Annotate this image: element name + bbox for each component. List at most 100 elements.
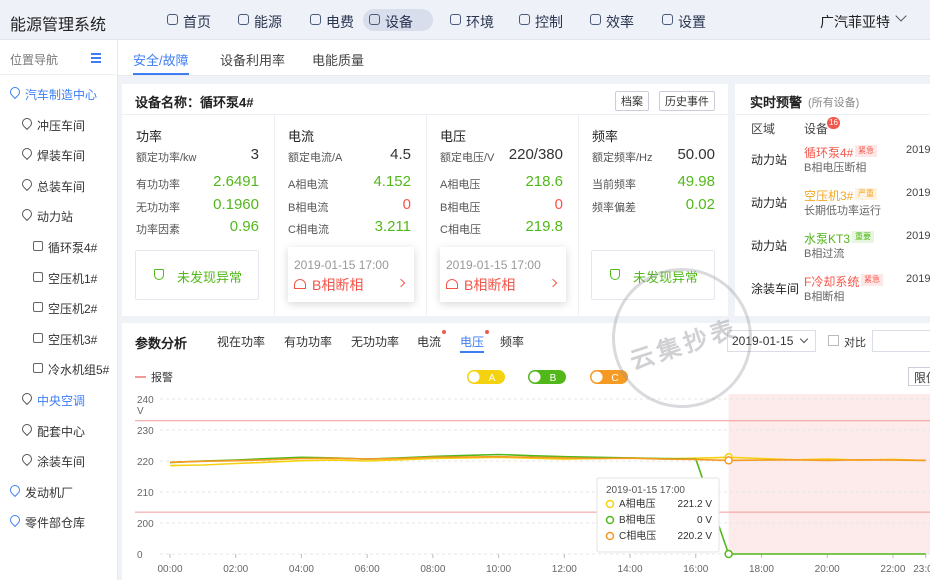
- level-tag: 严重: [855, 188, 877, 200]
- tree-item[interactable]: 配套中心: [37, 424, 86, 439]
- checkbox[interactable]: [828, 335, 839, 346]
- tree-item[interactable]: 空压机3#: [48, 332, 98, 347]
- nav-item[interactable]: 效率: [606, 14, 634, 30]
- tab[interactable]: 安全/故障: [133, 53, 189, 68]
- nav-icon: [590, 14, 601, 25]
- status-icon: [154, 269, 164, 280]
- card-title: 电压: [440, 129, 467, 144]
- sidebar-title: 位置导航: [10, 53, 59, 67]
- series-line: [169, 455, 926, 463]
- tooltip-dot: [605, 499, 615, 509]
- nav-icon: [167, 14, 178, 25]
- param-tab[interactable]: 电流: [417, 335, 442, 349]
- warning-time: 2019-01-15: [906, 144, 930, 156]
- analysis-title: 参数分析: [135, 336, 188, 351]
- nav-item[interactable]: 设备: [385, 14, 413, 30]
- rated-value: 3: [250, 146, 259, 163]
- panel-button[interactable]: 历史事件: [659, 91, 715, 111]
- card-divider: [578, 115, 579, 315]
- card-title: 功率: [136, 129, 163, 144]
- tab-underline: [460, 351, 484, 353]
- alarm-icon: [446, 279, 458, 289]
- nav-item[interactable]: 控制: [535, 14, 563, 30]
- date-picker[interactable]: [727, 330, 816, 352]
- alarm-text: B相断相: [312, 277, 364, 293]
- metric-label: A相电压: [440, 179, 481, 191]
- metric-value: 0: [554, 195, 563, 213]
- warning-device[interactable]: 水泵KT3: [804, 232, 851, 246]
- tooltip-dot: [605, 515, 615, 525]
- tree-item[interactable]: 涂装车间: [37, 455, 86, 470]
- nav-item[interactable]: 能源: [254, 14, 282, 30]
- metric-value: 0.02: [685, 195, 715, 213]
- tree-item[interactable]: 空压机1#: [48, 271, 98, 286]
- metric-label: 无功功率: [136, 201, 180, 214]
- warning-device[interactable]: F冷却系统: [804, 275, 860, 289]
- column-header: 区域: [751, 122, 776, 136]
- metric-label: C相电流: [288, 224, 329, 236]
- warning-desc: B相过流: [804, 248, 845, 260]
- tree-item[interactable]: 零件部仓库: [25, 516, 86, 531]
- tree-item[interactable]: 发动机厂: [25, 485, 74, 500]
- metric-label: 频率偏差: [592, 201, 636, 214]
- status-icon: [610, 269, 620, 280]
- legend-label: C: [611, 373, 618, 384]
- tree-item[interactable]: 焊装车间: [37, 149, 86, 164]
- param-tab[interactable]: 频率: [500, 335, 525, 349]
- tooltip-label: B相电压: [619, 513, 656, 526]
- warning-area: 动力站: [751, 239, 788, 253]
- tree-icon: [33, 302, 43, 313]
- compare-input[interactable]: [872, 330, 930, 352]
- tree-item[interactable]: 冷水机组5#: [48, 363, 110, 378]
- x-tick-label: 23:00: [913, 564, 930, 575]
- warning-subtitle: (所有设备): [808, 97, 860, 109]
- sidebar-menu-icon: [91, 61, 101, 63]
- tree-item[interactable]: 总装车间: [37, 179, 86, 194]
- alarm-icon: [294, 279, 306, 289]
- tab[interactable]: 设备利用率: [220, 53, 286, 68]
- nav-icon: [450, 14, 461, 25]
- warning-time: 2019-01-15: [906, 230, 930, 242]
- nav-item[interactable]: 设置: [678, 14, 706, 30]
- metric-label: 功率因素: [136, 224, 180, 236]
- warning-device[interactable]: 循环泵4#: [804, 146, 854, 160]
- card-divider: [426, 115, 427, 315]
- panel-button[interactable]: 档案: [615, 91, 649, 111]
- tree-item[interactable]: 动力站: [37, 210, 74, 225]
- param-tab[interactable]: 有功功率: [284, 335, 333, 349]
- nav-item[interactable]: 首页: [183, 14, 211, 30]
- alarm-box[interactable]: [440, 247, 566, 302]
- user-name[interactable]: 广汽菲亚特: [820, 14, 890, 30]
- metric-value: 0: [402, 195, 411, 213]
- nav-item[interactable]: 环境: [466, 14, 494, 30]
- tree-item[interactable]: 汽车制造中心: [25, 88, 98, 102]
- status-text: 未发现异常: [177, 270, 243, 285]
- metric-label: 有功功率: [136, 179, 180, 191]
- count-badge: 16: [827, 117, 840, 129]
- legend-knob: [529, 371, 541, 383]
- panel-divider: [122, 114, 728, 115]
- tree-item[interactable]: 冲压车间: [37, 118, 86, 133]
- metric-value: 4.152: [373, 173, 411, 190]
- param-tab[interactable]: 电压: [460, 335, 485, 349]
- x-tick-label: 14:00: [618, 564, 643, 575]
- param-tab[interactable]: 视在功率: [217, 335, 266, 349]
- tree-item[interactable]: 循环泵4#: [48, 241, 98, 255]
- warning-device[interactable]: 空压机3#: [804, 189, 854, 203]
- x-tick-label: 10:00: [486, 564, 511, 575]
- tree-icon: [33, 241, 43, 251]
- y-tick-label: 200: [137, 519, 154, 530]
- y-tick-label: 220: [137, 457, 154, 468]
- limit-button[interactable]: 限值: [908, 367, 930, 386]
- tree-item[interactable]: 空压机2#: [48, 302, 98, 317]
- device-title: 设备名称：循环泵4#: [135, 95, 254, 110]
- nav-icon: [519, 14, 530, 25]
- alarm-box[interactable]: [288, 247, 414, 302]
- warning-desc: 长期低功率运行: [804, 205, 881, 217]
- param-tab[interactable]: 无功功率: [351, 335, 400, 349]
- nav-item[interactable]: 电费: [326, 14, 354, 30]
- tree-item[interactable]: 中央空调: [37, 394, 86, 408]
- level-tag: 紧急: [861, 274, 883, 286]
- tab[interactable]: 电能质量: [312, 53, 365, 68]
- x-tick-label: 18:00: [749, 564, 774, 575]
